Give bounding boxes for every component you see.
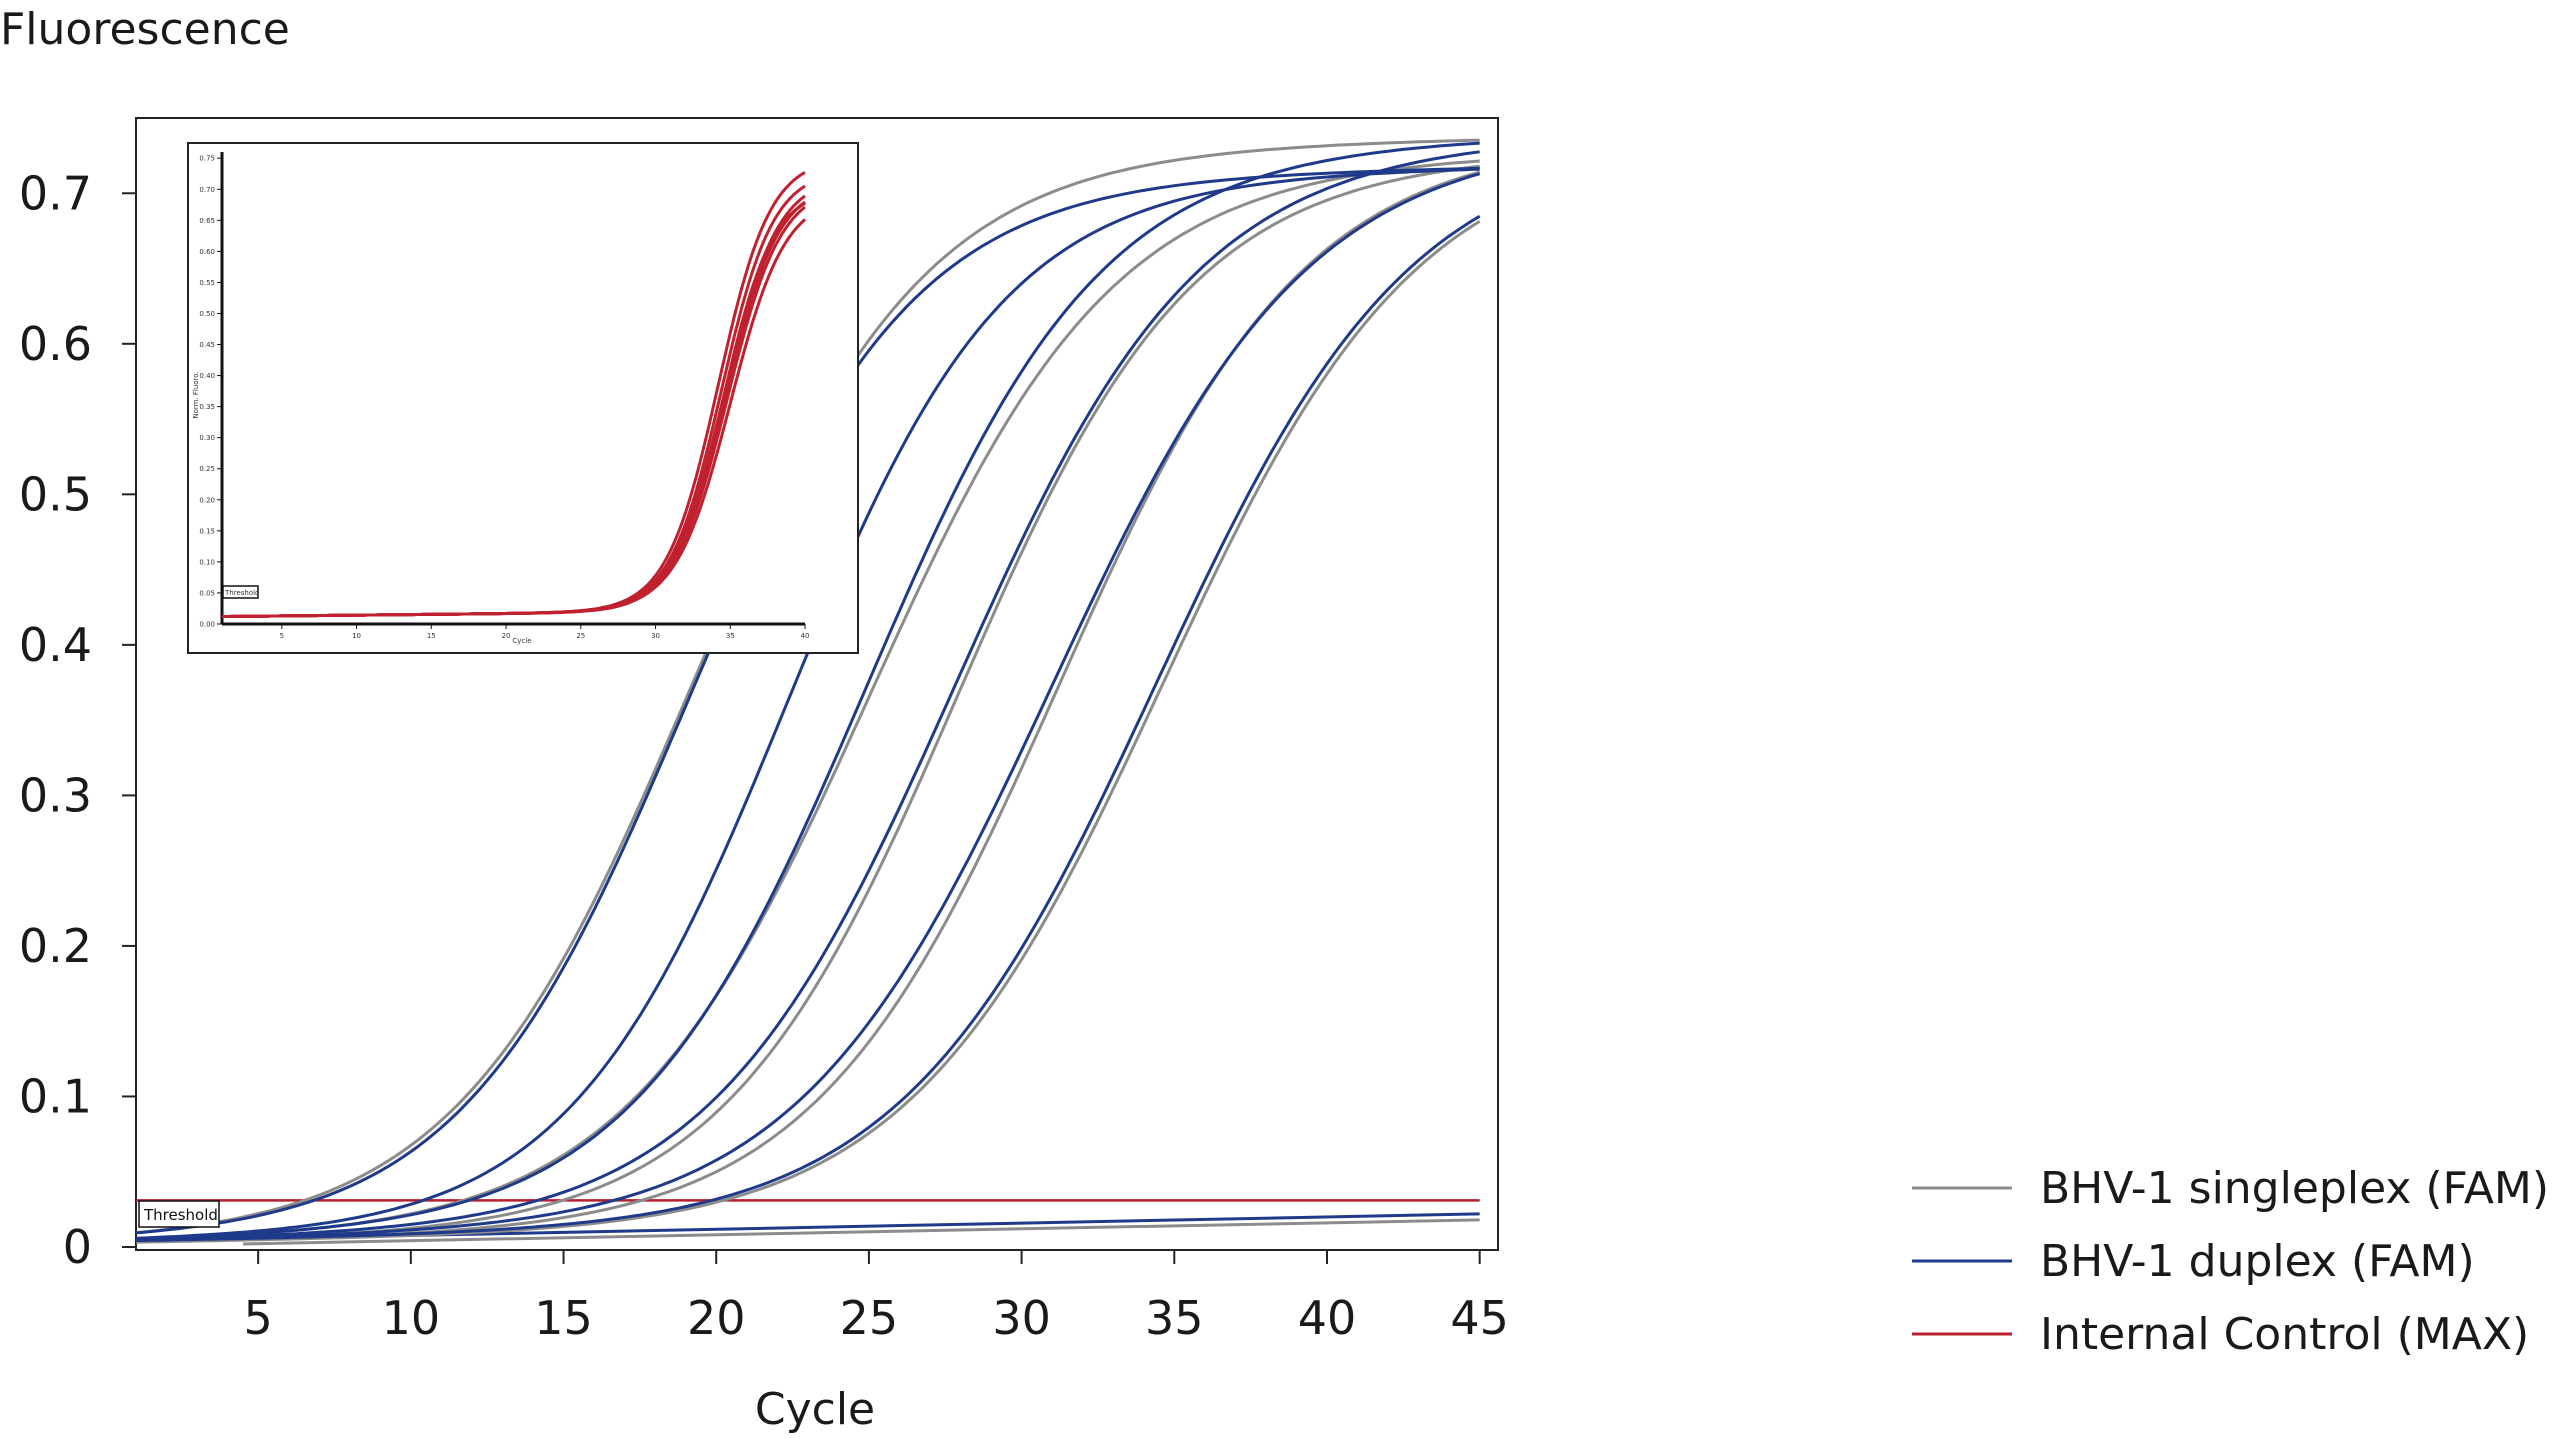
y-tick-label: 0.4 [19,618,92,672]
plot-area-frame [135,117,1499,1251]
inset-y-tick-label: 0.70 [199,186,215,194]
threshold-label-box: Threshold [138,1200,220,1228]
inset-y-axis-title: Norm. Fluoro. [192,371,200,418]
x-tick-label: 20 [687,1291,746,1345]
inset-y-tick-label: 0.55 [199,279,215,287]
inset-y-tick-label: 0.30 [199,434,215,442]
inset-y-tick-label: 0.20 [199,496,215,504]
inset-y-tick-label: 0.25 [199,465,215,473]
x-tick-label: 40 [1298,1291,1357,1345]
inset-x-tick-label: 5 [280,632,284,640]
legend: BHV-1 singleplex (FAM) BHV-1 duplex (FAM… [1912,1163,2549,1360]
inset-plot-layer: 0.00 0.05 0.10 0.15 0.20 0.25 0.30 0.35 0.40 0.45… [199,152,810,640]
x-tick-label: 5 [244,1291,273,1345]
inset-x-tick-label: 25 [576,632,585,640]
inset-y-tick-label: 0.35 [199,403,215,411]
inset-threshold-label-frame [222,585,259,599]
x-tick-label: 10 [382,1291,441,1345]
inset-x-tick-label: 15 [427,632,436,640]
inset-x-tick-label: 10 [352,632,361,640]
y-tick-label: 0.2 [19,919,92,973]
duplex-amplification-curve [135,141,1480,1241]
inset-x-tick-label: 30 [651,632,660,640]
inset-threshold-label: Threshold [224,589,260,597]
x-tick-label: 15 [534,1291,593,1345]
x-tick-label: 45 [1450,1291,1509,1345]
inset-y-tick-label: 0.05 [199,589,215,597]
inset-y-tick-label: 0.65 [199,217,215,225]
duplex-amplification-curve [135,214,1481,1243]
y-tick-label: 0.3 [19,768,92,822]
duplex-amplification-curve [135,172,1481,1242]
legend-label-internal-control: Internal Control (MAX) [2040,1309,2529,1360]
y-tick-label: 0 [63,1220,92,1274]
threshold-label-frame [138,1200,220,1228]
duplex-amplification-curve [135,150,1480,1242]
x-axis-title: Cycle [755,1384,875,1435]
inset-internal-control-curve [222,218,807,618]
y-tick-label: 0.7 [19,166,92,220]
x-tick-label: 25 [840,1291,899,1345]
y-axis-title: Fluorescence [0,4,290,55]
main-plot-layer: 00.10.20.30.40.50.60.75 10 15 20 25 30 35 40 45T… [19,138,1509,1345]
inset-frame [187,142,859,654]
y-tick-label: 0.6 [19,317,92,371]
inset-x-tick-label: 20 [502,632,511,640]
inset-x-tick-label: 35 [726,632,735,640]
inset-y-tick-label: 0.45 [199,341,215,349]
inset-y-tick-label: 0.00 [199,621,215,629]
inset-y-tick-label: 0.60 [199,248,215,256]
y-tick-label: 0.1 [19,1069,92,1123]
singleplex-amplification-curve [135,220,1481,1244]
inset-y-tick-label: 0.10 [199,558,215,566]
inset-y-tick-label: 0.75 [199,155,215,163]
legend-label-duplex: BHV-1 duplex (FAM) [2040,1236,2475,1287]
x-tick-label: 30 [992,1291,1051,1345]
inset-y-tick-label: 0.40 [199,372,215,380]
inset-x-axis-title: Cycle [512,637,531,645]
x-tick-label: 35 [1145,1291,1204,1345]
inset-y-tick-label: 0.50 [199,310,215,318]
legend-label-singleplex: BHV-1 singleplex (FAM) [2040,1163,2549,1214]
inset-x-tick-label: 40 [801,632,810,640]
inset-y-tick-label: 0.15 [199,527,215,535]
inset-threshold-label-box: Threshold [222,585,260,599]
y-tick-label: 0.5 [19,467,92,521]
baseline-curve [242,1218,1480,1246]
inset-chart: 0.00 0.05 0.10 0.15 0.20 0.25 0.30 0.35 0.40 0.45… [187,142,859,654]
threshold-label: Threshold [143,1206,218,1224]
